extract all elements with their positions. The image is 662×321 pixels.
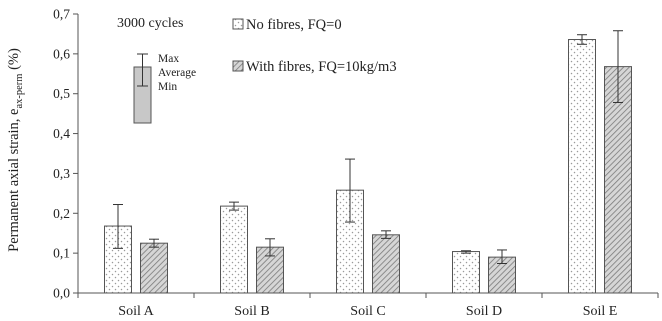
error-bar — [265, 238, 275, 257]
x-category-label: Soil D — [466, 304, 502, 319]
error-bar — [345, 158, 355, 223]
y-tick-label: 0,3 — [53, 166, 70, 181]
bar-no-fibres — [104, 225, 132, 294]
y-axis: 0,0 0,1 0,2 0,3 0,4 0,5 0,6 0,7 — [53, 7, 79, 301]
y-tick-label: 0,6 — [53, 46, 70, 61]
bar-with-fibres — [140, 242, 168, 294]
x-category-label: Soil E — [583, 304, 618, 319]
error-bars — [113, 30, 623, 265]
y-tick-label: 0,2 — [53, 206, 70, 221]
legend-swatch-dots — [232, 18, 244, 30]
legend: No fibres, FQ=0 With fibres, FQ=10kg/m3 — [232, 17, 397, 75]
bar-with-fibres — [372, 234, 400, 294]
legend-label-with-fibres: With fibres, FQ=10kg/m3 — [246, 59, 397, 75]
y-tick-label: 0,5 — [53, 86, 70, 101]
bar-no-fibres — [568, 39, 596, 294]
error-bar — [381, 230, 391, 239]
key-max-label: Max — [158, 53, 179, 65]
error-bar-key: Max Average Min — [133, 53, 196, 124]
error-bar — [461, 250, 471, 254]
bar-with-fibres — [604, 66, 632, 294]
y-tick-label: 0,1 — [53, 246, 70, 261]
legend-item-with-fibres: With fibres, FQ=10kg/m3 — [232, 59, 397, 75]
y-tick-label: 0,0 — [53, 286, 70, 301]
key-min-label: Min — [158, 81, 177, 93]
x-category-label: Soil A — [118, 304, 154, 319]
error-bar — [113, 204, 123, 249]
x-category-label: Soil B — [234, 304, 269, 319]
error-bar — [229, 201, 239, 211]
key-average-label: Average — [158, 67, 196, 79]
x-axis: Soil A Soil B Soil C Soil D Soil E — [77, 292, 659, 319]
bars — [104, 39, 632, 294]
error-bar — [577, 34, 587, 45]
legend-item-no-fibres: No fibres, FQ=0 — [232, 17, 342, 33]
y-tick-label: 0,7 — [53, 7, 70, 22]
cycles-annotation: 3000 cycles — [117, 16, 183, 31]
error-bar — [149, 238, 159, 248]
y-axis-label: Permanent axial strain, eax-perm (%) — [6, 48, 25, 252]
legend-label-no-fibres: No fibres, FQ=0 — [246, 17, 342, 33]
bar-no-fibres — [452, 251, 480, 294]
x-category-label: Soil C — [350, 304, 385, 319]
legend-swatch-hatch — [232, 60, 244, 72]
error-bar — [613, 30, 623, 103]
y-tick-label: 0,4 — [53, 126, 70, 141]
bar-no-fibres — [220, 205, 248, 294]
error-bar — [497, 249, 507, 265]
